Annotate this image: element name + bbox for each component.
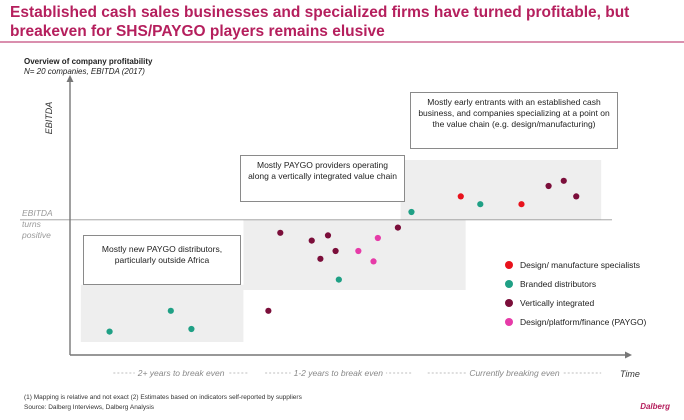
legend-item-3: Design/platform/finance (PAYGO) <box>505 312 646 331</box>
chart-subtitle: Overview of company profitability N= 20 … <box>24 57 152 77</box>
legend-dot-3 <box>505 317 513 326</box>
legend-label-3: Design/platform/finance (PAYGO) <box>520 316 647 327</box>
period-label-1: 1-2 years to break even <box>294 368 384 378</box>
data-point-s1-4 <box>408 208 415 216</box>
legend-label-2: Vertically integrated <box>520 297 595 308</box>
period-label-2: Currently breaking even <box>469 368 560 378</box>
chart-legend: Design/ manufacture specialists Branded d… <box>505 255 646 331</box>
data-point-s0-0 <box>457 193 464 200</box>
threshold-label: EBITDA turns positive <box>21 208 53 240</box>
footnote: (1) Mapping is relative and not exact (2… <box>24 394 302 401</box>
data-point-s2-6 <box>545 182 552 190</box>
data-point-s0-1 <box>518 201 525 208</box>
data-point-s2-1 <box>308 237 315 244</box>
y-axis-arrow <box>66 75 74 82</box>
subtitle-italic: N= 20 companies, EBITDA (2017) <box>24 67 145 76</box>
period-label-bg-2 <box>466 367 563 378</box>
subtitle-bold: Overview of company profitability <box>24 57 153 66</box>
data-point-s2-9 <box>265 307 272 314</box>
data-point-s2-5 <box>394 224 402 231</box>
period-label-bg-1 <box>290 367 386 378</box>
y-axis-label: EBITDA <box>44 102 54 135</box>
zone-mid <box>243 219 466 290</box>
legend-dot-1 <box>505 279 513 288</box>
callout-vertically-integrated: Mostly PAYGO providers operating along a… <box>240 155 405 202</box>
data-point-s1-3 <box>335 276 342 283</box>
x-axis-label: Time <box>620 369 640 379</box>
period-label-0: 2+ years to break even <box>137 368 225 378</box>
legend-dot-0 <box>505 260 513 269</box>
zone-late <box>80 284 244 342</box>
legend-dot-2 <box>505 298 513 307</box>
callout-early-entrants: Mostly early entrants with an establishe… <box>410 92 618 149</box>
data-point-s1-2 <box>188 325 195 333</box>
data-point-s1-1 <box>167 307 174 314</box>
data-point-s2-7 <box>560 177 567 184</box>
data-point-s2-3 <box>324 232 332 239</box>
legend-item-0: Design/ manufacture specialists <box>505 255 646 274</box>
data-point-s3-2 <box>370 258 377 265</box>
data-point-s2-8 <box>573 193 580 200</box>
data-point-s2-2 <box>317 255 324 262</box>
data-point-s3-0 <box>355 247 362 255</box>
period-label-bg-0 <box>134 367 228 378</box>
x-axis-arrow <box>625 351 632 359</box>
data-point-s2-4 <box>332 247 339 255</box>
legend-label-1: Branded distributors <box>520 278 597 289</box>
zone-early <box>400 160 602 220</box>
legend-item-2: Vertically integrated <box>505 293 646 312</box>
data-point-s1-5 <box>477 201 484 208</box>
callout-new-distributors: Mostly new PAYGO distributors, particula… <box>83 235 241 285</box>
data-point-s1-0 <box>106 328 113 335</box>
page-title: Established cash sales businesses and sp… <box>10 4 630 40</box>
source-note: Source: Dalberg Interviews, Dalberg Anal… <box>24 404 155 411</box>
data-point-s3-1 <box>374 234 381 242</box>
data-point-s2-0 <box>277 229 284 236</box>
dalberg-logo: Dalberg <box>640 402 670 411</box>
legend-label-0: Design/ manufacture specialists <box>520 259 641 270</box>
legend-item-1: Branded distributors <box>505 274 646 293</box>
